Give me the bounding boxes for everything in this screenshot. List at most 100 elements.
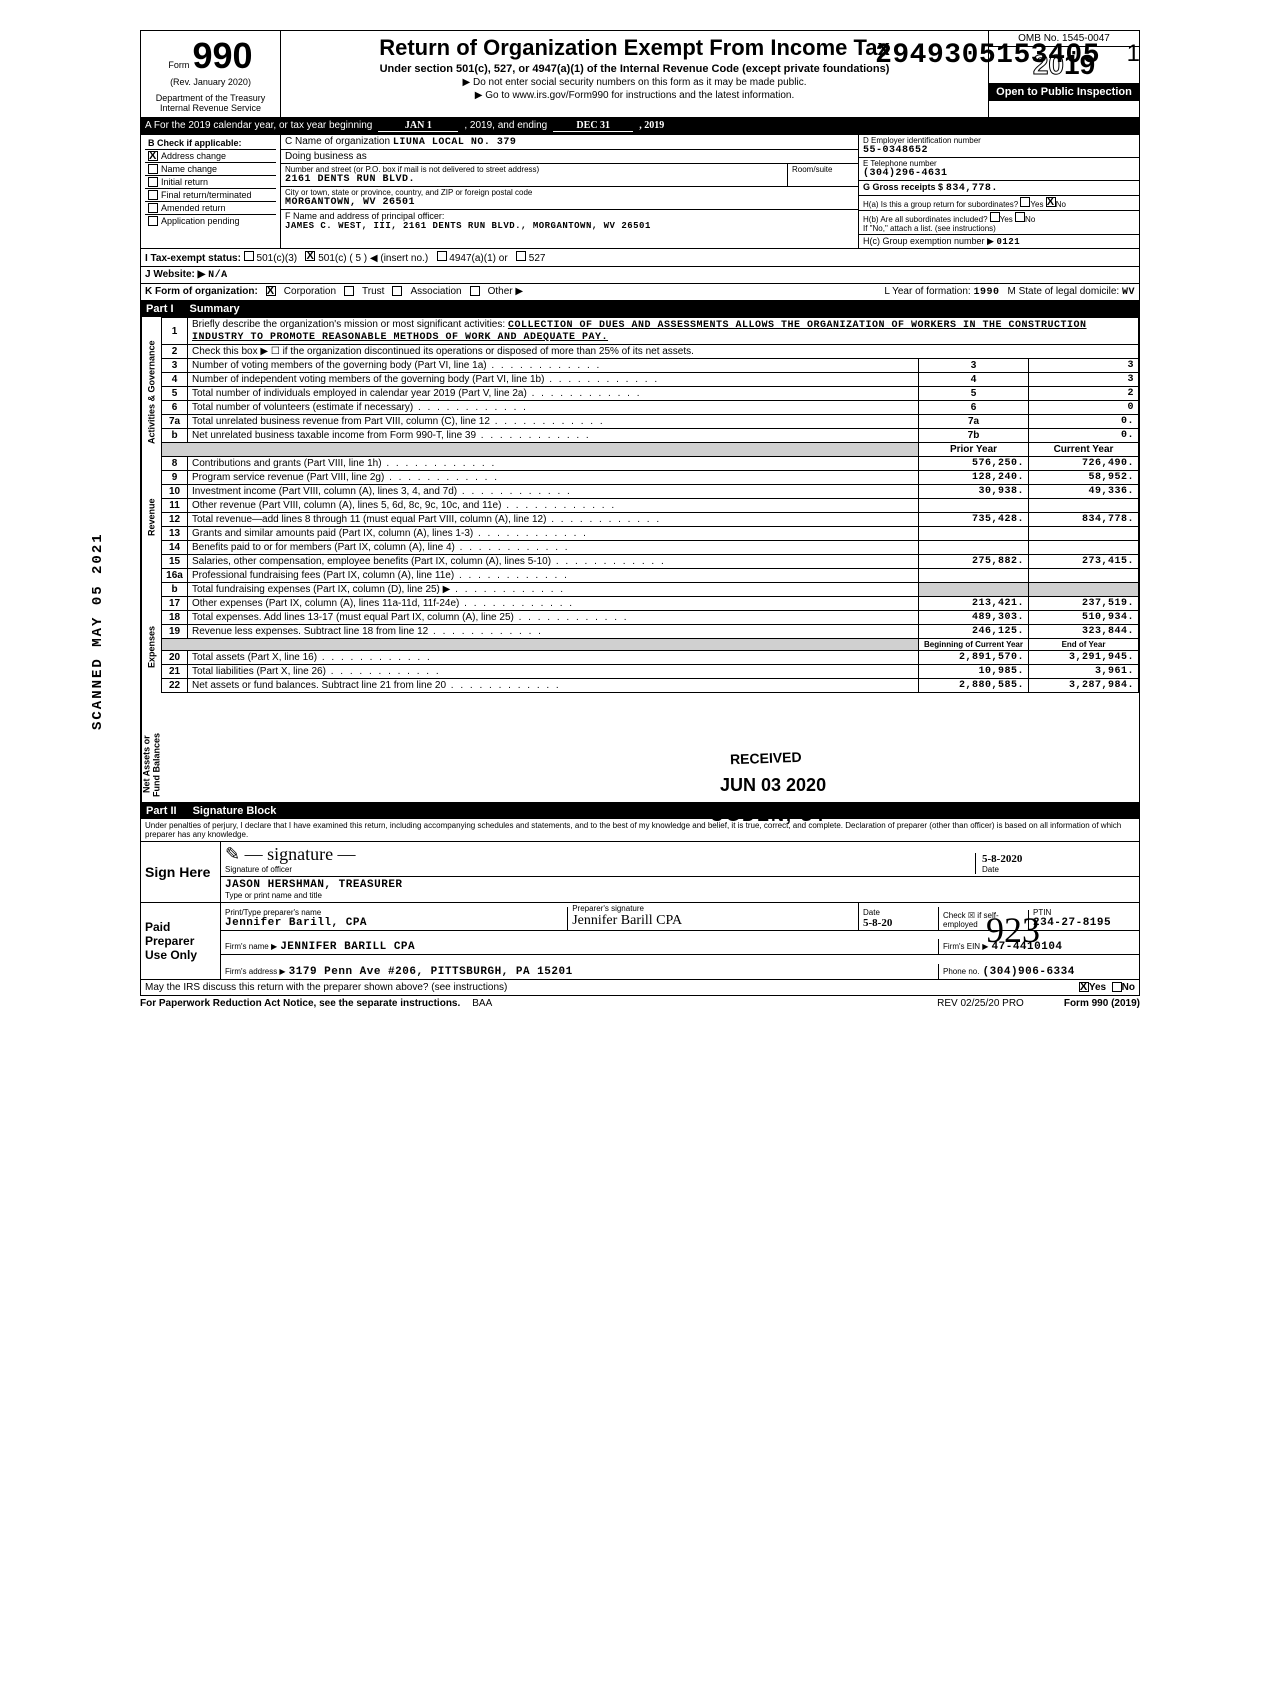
open-public: Open to Public Inspection bbox=[989, 83, 1139, 101]
line-22-text: Net assets or fund balances. Subtract li… bbox=[188, 679, 919, 693]
sign-here-label: Sign Here bbox=[141, 842, 221, 902]
firm-name: JENNIFER BARILL CPA bbox=[280, 941, 415, 953]
summary-table: 1 Briefly describe the organization's mi… bbox=[161, 317, 1139, 693]
period-begin: JAN 1 bbox=[378, 120, 458, 132]
line-3-text: Number of voting members of the governin… bbox=[188, 359, 919, 373]
sign-date: 5-8-2020 bbox=[982, 853, 1135, 865]
line-8-prior: 576,250. bbox=[919, 457, 1029, 471]
line-19-num: 19 bbox=[162, 625, 188, 639]
footer-form: Form 990 (2019) bbox=[1064, 998, 1140, 1009]
hb-note: If "No," attach a list. (see instruction… bbox=[863, 224, 1135, 233]
line-2-num: 2 bbox=[162, 345, 188, 359]
preparer-signature[interactable]: Jennifer Barill CPA bbox=[572, 913, 854, 929]
checkbox-item-0: Address change bbox=[145, 150, 276, 163]
discuss-q: May the IRS discuss this return with the… bbox=[145, 982, 1079, 993]
discuss-yes: Yes bbox=[1089, 982, 1106, 993]
line-12-prior: 735,428. bbox=[919, 513, 1029, 527]
line-b-current bbox=[1029, 583, 1139, 597]
line-21-current: 3,961. bbox=[1029, 665, 1139, 679]
current-year-header: Current Year bbox=[1029, 443, 1139, 457]
line-3-num: 3 bbox=[162, 359, 188, 373]
checkbox-1[interactable] bbox=[148, 164, 158, 174]
line-18-prior: 489,303. bbox=[919, 611, 1029, 625]
checkbox-4[interactable] bbox=[148, 203, 158, 213]
checkbox-3[interactable] bbox=[148, 190, 158, 200]
line-16a-prior bbox=[919, 569, 1029, 583]
footer-baa: BAA bbox=[472, 998, 492, 1009]
ha-yes-checkbox[interactable] bbox=[1020, 197, 1030, 207]
ein-label: D Employer identification number bbox=[863, 136, 1135, 145]
checkbox-0[interactable] bbox=[148, 151, 158, 161]
line-22-prior: 2,880,585. bbox=[919, 679, 1029, 693]
firm-addr-label: Firm's address ▶ bbox=[225, 967, 286, 976]
street-label: Number and street (or P.O. box if mail i… bbox=[285, 165, 783, 174]
line-4-num: 4 bbox=[162, 373, 188, 387]
tax-501c3-checkbox[interactable] bbox=[244, 251, 254, 261]
form-of-org-row: K Form of organization: Corporation Trus… bbox=[140, 284, 1140, 301]
org-street: 2161 DENTS RUN BLVD. bbox=[285, 174, 783, 185]
ein-value: 55-0348652 bbox=[863, 145, 1135, 156]
period-mid: , 2019, and ending bbox=[464, 120, 547, 131]
checkbox-5[interactable] bbox=[148, 216, 158, 226]
checkbox-item-5: Application pending bbox=[145, 215, 276, 227]
form-prefix: Form bbox=[168, 60, 189, 70]
line-16a-num: 16a bbox=[162, 569, 188, 583]
part2-header: Part II Signature Block bbox=[140, 803, 1140, 819]
line-1-num: 1 bbox=[162, 318, 188, 345]
state-domicile-label: M State of legal domicile: bbox=[1007, 286, 1119, 297]
tax-4947-checkbox[interactable] bbox=[437, 251, 447, 261]
vert-exp: Expenses bbox=[141, 567, 161, 727]
line-4-val: 3 bbox=[1029, 373, 1139, 387]
tax-501c-checkbox[interactable] bbox=[305, 251, 315, 261]
phone-value: (304)296-4631 bbox=[863, 168, 1135, 179]
line-20-current: 3,291,945. bbox=[1029, 651, 1139, 665]
form-goto: ▶ Go to www.irs.gov/Form990 for instruct… bbox=[287, 90, 982, 101]
line-11-num: 11 bbox=[162, 499, 188, 513]
line-5-box: 5 bbox=[919, 387, 1029, 401]
gross-value: 834,778. bbox=[946, 183, 998, 194]
checkbox-2[interactable] bbox=[148, 177, 158, 187]
ha-no: No bbox=[1056, 200, 1066, 209]
hc-value: 0121 bbox=[997, 237, 1021, 247]
discuss-no-checkbox[interactable] bbox=[1112, 982, 1122, 992]
other-checkbox[interactable] bbox=[470, 286, 480, 296]
line-11-prior bbox=[919, 499, 1029, 513]
hc-label: H(c) Group exemption number ▶ bbox=[863, 236, 994, 246]
officer-signature[interactable]: ✎ — signature — bbox=[225, 844, 975, 865]
checkbox-column: B Check if applicable: Address changeNam… bbox=[141, 135, 281, 248]
assoc-checkbox[interactable] bbox=[392, 286, 402, 296]
trust-checkbox[interactable] bbox=[344, 286, 354, 296]
vert-rev: Revenue bbox=[141, 467, 161, 567]
city-label: City or town, state or province, country… bbox=[285, 188, 854, 197]
hb-yes-checkbox[interactable] bbox=[990, 212, 1000, 222]
line-6-val: 0 bbox=[1029, 401, 1139, 415]
line-8-text: Contributions and grants (Part VIII, lin… bbox=[188, 457, 919, 471]
checkbox-item-3: Final return/terminated bbox=[145, 189, 276, 202]
tax-opt-2: 4947(a)(1) or bbox=[449, 253, 507, 264]
discuss-yes-checkbox[interactable] bbox=[1079, 982, 1089, 992]
line-3-box: 3 bbox=[919, 359, 1029, 373]
checkbox-item-2: Initial return bbox=[145, 176, 276, 189]
line-10-num: 10 bbox=[162, 485, 188, 499]
corp-checkbox[interactable] bbox=[266, 286, 276, 296]
hb-no-checkbox[interactable] bbox=[1015, 212, 1025, 222]
tax-status-label: I Tax-exempt status: bbox=[145, 253, 241, 264]
line-20-prior: 2,891,570. bbox=[919, 651, 1029, 665]
ha-no-checkbox[interactable] bbox=[1046, 197, 1056, 207]
footer-row: For Paperwork Reduction Act Notice, see … bbox=[140, 996, 1140, 1011]
line-11-text: Other revenue (Part VIII, column (A), li… bbox=[188, 499, 919, 513]
tax-527-checkbox[interactable] bbox=[516, 251, 526, 261]
org-opt-2: Association bbox=[410, 286, 461, 298]
discuss-no: No bbox=[1122, 982, 1135, 993]
line-17-prior: 213,421. bbox=[919, 597, 1029, 611]
line-19-current: 323,844. bbox=[1029, 625, 1139, 639]
line-10-current: 49,336. bbox=[1029, 485, 1139, 499]
prior-year-header: Prior Year bbox=[919, 443, 1029, 457]
gross-label: G Gross receipts $ bbox=[863, 182, 943, 192]
line-12-num: 12 bbox=[162, 513, 188, 527]
firm-addr: 3179 Penn Ave #206, PITTSBURGH, PA 15201 bbox=[289, 966, 573, 978]
end-year-header: End of Year bbox=[1029, 639, 1139, 651]
period-end: DEC 31 bbox=[553, 120, 633, 132]
line-15-prior: 275,882. bbox=[919, 555, 1029, 569]
line-5-val: 2 bbox=[1029, 387, 1139, 401]
